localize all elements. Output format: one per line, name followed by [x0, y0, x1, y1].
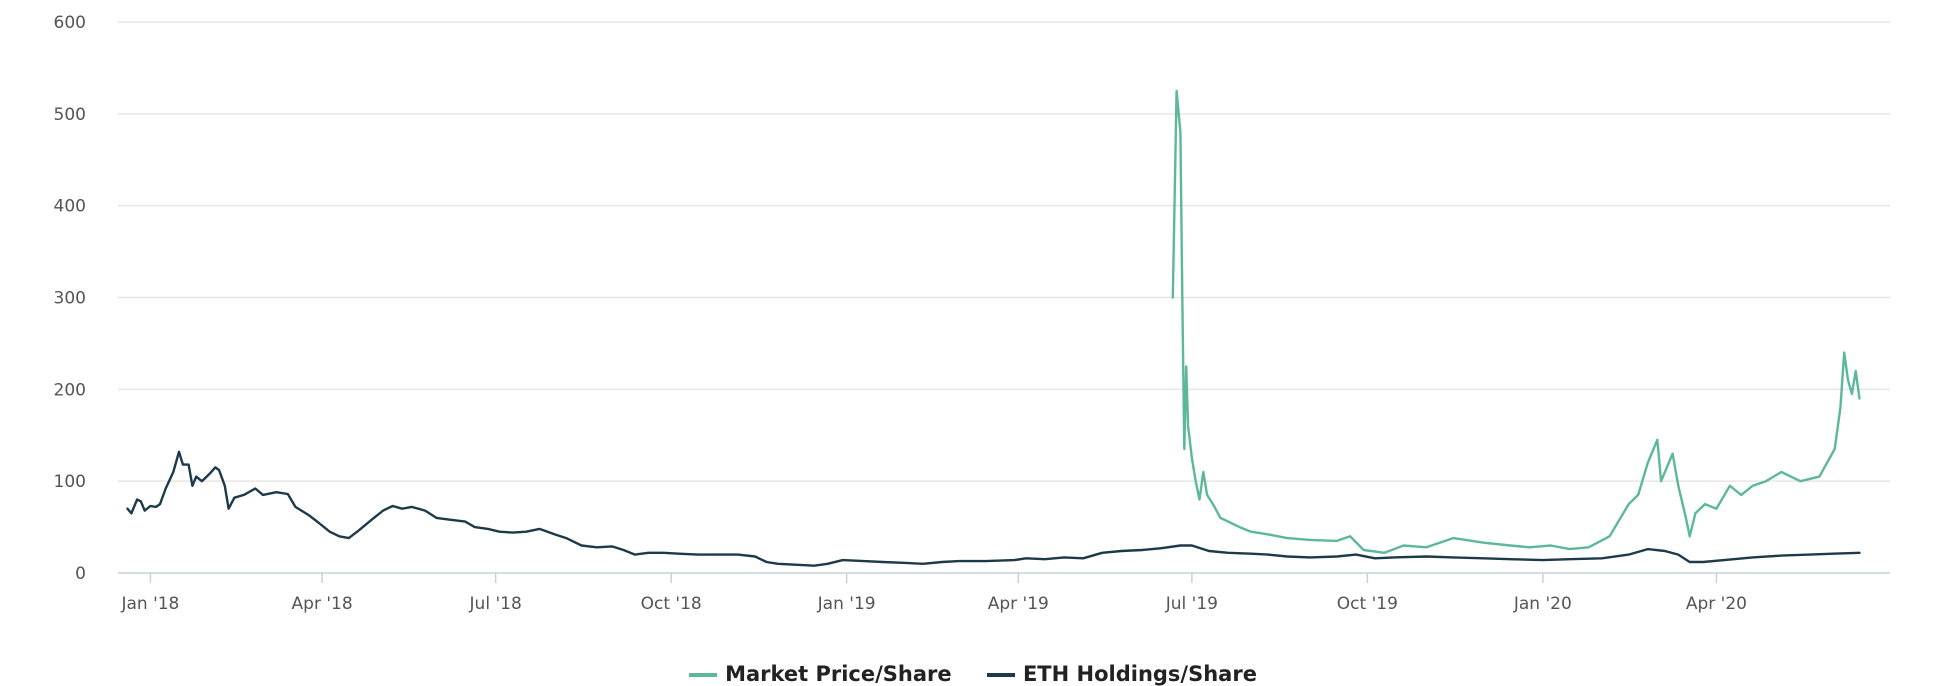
legend-item-eth-holdings[interactable]: ETH Holdings/Share — [986, 662, 1257, 686]
series-line-market-price — [1171, 89, 1861, 554]
x-tick-label: Apr '18 — [292, 594, 353, 614]
x-tick-label: Jul '18 — [469, 594, 522, 614]
x-tick-label: Jan '20 — [1513, 594, 1572, 614]
y-tick-label: 600 — [54, 13, 86, 33]
x-tick-label: Jul '19 — [1165, 594, 1218, 614]
series-lines — [126, 89, 1861, 567]
x-tick-label: Oct '19 — [1337, 594, 1398, 614]
legend-swatch-eth-holdings — [986, 673, 1015, 677]
y-tick-label: 0 — [75, 564, 86, 584]
y-tick-label: 500 — [54, 105, 86, 125]
gridlines — [118, 21, 1890, 482]
x-tick-label: Apr '20 — [1686, 594, 1747, 614]
x-axis: Jan '18 Apr '18 Jul '18 Oct '18 Jan '19 Apr '… — [118, 572, 1890, 614]
legend-item-market-price[interactable]: Market Price/Share — [689, 662, 952, 686]
x-tick-label: Jan '19 — [817, 594, 876, 614]
y-tick-label: 300 — [54, 289, 86, 309]
chart-legend: Market Price/Share ETH Holdings/Share — [0, 662, 1946, 686]
legend-label-market-price: Market Price/Share — [725, 662, 952, 686]
series-line-eth-holdings — [126, 450, 1861, 567]
y-axis-ticks: 0 100 200 300 400 500 600 — [54, 13, 86, 584]
x-tick-label: Jan '18 — [120, 594, 179, 614]
y-tick-label: 400 — [54, 197, 86, 217]
x-tick-label: Oct '18 — [641, 594, 702, 614]
y-tick-label: 100 — [54, 472, 86, 492]
y-tick-label: 200 — [54, 380, 86, 400]
x-tick-label: Apr '19 — [988, 594, 1049, 614]
legend-swatch-market-price — [689, 673, 718, 677]
legend-label-eth-holdings: ETH Holdings/Share — [1022, 662, 1257, 686]
